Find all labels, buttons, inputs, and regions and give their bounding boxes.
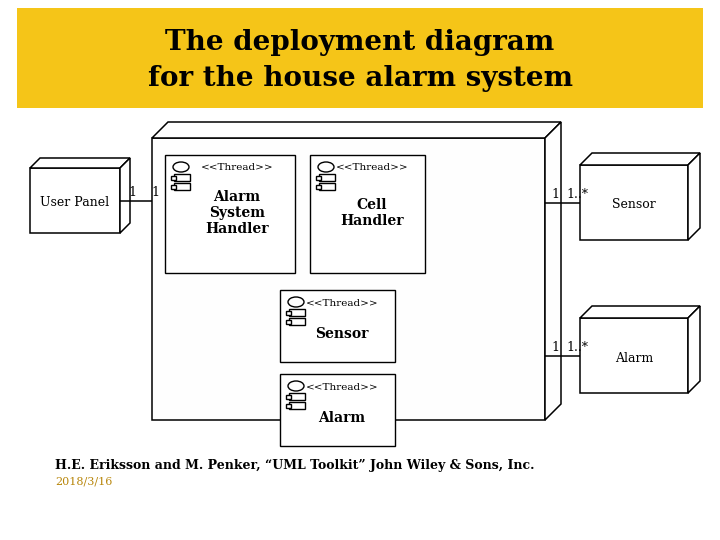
Text: Alarm: Alarm [213,190,261,204]
Text: Alarm: Alarm [318,411,366,425]
Bar [17,8,703,108]
Polygon shape [580,165,688,240]
Polygon shape [580,318,688,393]
Bar [316,176,321,180]
Text: <<Thread>>: <<Thread>> [306,299,378,307]
Text: Sensor: Sensor [612,199,656,212]
Polygon shape [580,153,700,165]
Text: 1: 1 [551,341,559,354]
Text: <<Thread>>: <<Thread>> [336,164,408,172]
Text: for the house alarm system: for the house alarm system [148,64,572,91]
Ellipse shape [288,381,304,391]
Polygon shape [30,158,130,168]
Text: 1: 1 [551,188,559,201]
Text: The deployment diagram: The deployment diagram [166,30,554,57]
Ellipse shape [173,162,189,172]
Text: Sensor: Sensor [315,327,369,341]
Bar [171,176,176,180]
Polygon shape [545,122,561,420]
Ellipse shape [288,297,304,307]
Bar [171,185,176,189]
Polygon shape [152,122,561,138]
Bar [280,290,395,362]
Text: 1..*: 1..* [566,188,588,201]
Bar [174,183,190,190]
Text: <<Thread>>: <<Thread>> [201,164,274,172]
Bar [286,395,291,399]
Text: Handler: Handler [341,214,404,228]
Bar [174,174,190,181]
Polygon shape [688,153,700,240]
Bar [286,404,291,408]
Polygon shape [152,138,545,420]
Bar [310,155,425,273]
Bar [289,318,305,325]
Bar [319,183,335,190]
Text: 2018/3/16: 2018/3/16 [55,477,112,487]
Text: 1: 1 [151,186,159,199]
Text: H.E. Eriksson and M. Penker, “UML Toolkit” John Wiley & Sons, Inc.: H.E. Eriksson and M. Penker, “UML Toolki… [55,460,534,472]
Bar [165,155,295,273]
Bar [286,320,291,324]
Text: Cell: Cell [356,198,387,212]
Bar [289,393,305,400]
Text: <<Thread>>: <<Thread>> [306,382,378,392]
Ellipse shape [318,162,334,172]
Text: User Panel: User Panel [40,195,109,208]
Bar [286,311,291,315]
Text: 1: 1 [128,186,136,199]
Text: 1..*: 1..* [566,341,588,354]
Polygon shape [120,158,130,233]
Bar [289,309,305,316]
Polygon shape [688,306,700,393]
Bar [319,174,335,181]
Bar [280,374,395,446]
Text: Handler: Handler [205,222,269,236]
Polygon shape [30,168,120,233]
Bar [316,185,321,189]
Text: System: System [209,206,265,220]
Bar [289,402,305,409]
Text: Alarm: Alarm [615,352,653,365]
Polygon shape [580,306,700,318]
